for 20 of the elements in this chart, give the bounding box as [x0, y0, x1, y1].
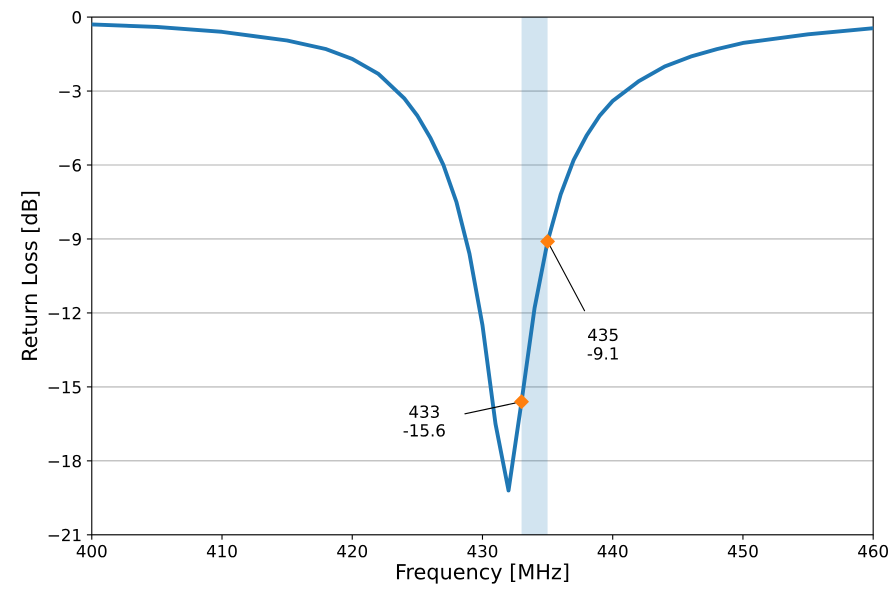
line-series — [92, 22, 874, 492]
x-tick-label: 430 — [467, 544, 498, 558]
y-tick-label: −15 — [48, 381, 81, 394]
x-axis-title: Frequency [MHz] — [396, 563, 568, 584]
y-tick-label: −21 — [48, 528, 81, 542]
annotation: 433 -15.6 — [404, 405, 445, 437]
y-tick-label: −6 — [59, 158, 81, 172]
annotation: 435 -9.1 — [588, 328, 618, 360]
x-tick-label: 450 — [728, 544, 758, 558]
y-axis-title: Return Loss [dB] — [21, 192, 40, 360]
y-tick-label: 0 — [72, 11, 81, 24]
y-tick-label: −9 — [59, 232, 81, 246]
x-tick-label: 460 — [858, 544, 888, 558]
y-tick-label: −12 — [48, 306, 80, 320]
y-tick-label: −3 — [59, 85, 81, 98]
x-tick-label: 410 — [206, 544, 237, 558]
x-tick-label: 440 — [598, 544, 628, 558]
x-tick-label: 400 — [76, 544, 107, 558]
x-tick-label: 420 — [337, 544, 368, 558]
y-tick-label: −18 — [48, 454, 81, 468]
